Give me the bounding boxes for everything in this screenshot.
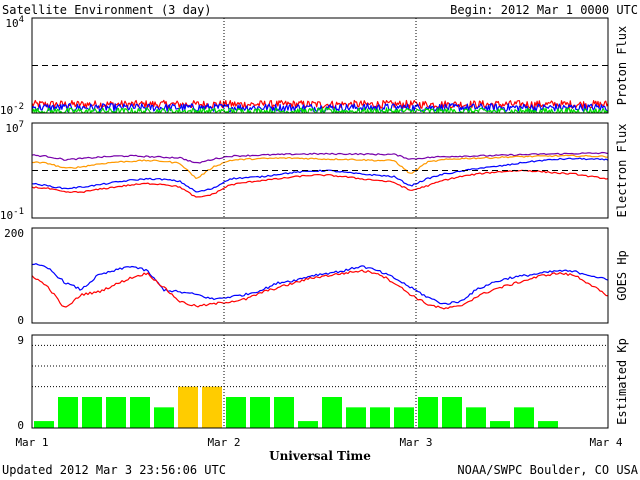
y-tick-label: 200 (4, 227, 24, 240)
series-line (32, 151, 608, 164)
series-line (32, 157, 608, 193)
y-tick-label: 107 (5, 120, 24, 135)
kp-bar (58, 397, 78, 428)
y-tick-label: 104 (5, 15, 24, 30)
kp-bar (298, 421, 318, 428)
kp-bar (538, 421, 558, 428)
panel-frame (31, 334, 609, 429)
y-axis-label: GOES Hp (615, 250, 629, 301)
y-tick-label: 0 (17, 419, 24, 432)
x-tick-label: Mar 2 (207, 436, 240, 449)
credit: NOAA/SWPC Boulder, CO USA (457, 463, 638, 477)
kp-bar (202, 386, 222, 428)
begin-time: Begin: 2012 Mar 1 0000 UTC (450, 3, 638, 17)
kp-bar (466, 407, 486, 428)
y-tick-label: 9 (17, 334, 24, 347)
y-axis-label: Proton Flux (615, 26, 629, 105)
kp-bar (514, 407, 534, 428)
panel-frame (31, 227, 609, 324)
proton-flux-panel: 104 10-2 Proton Flux (0, 15, 629, 117)
kp-bar (250, 397, 270, 428)
electron-flux-panel: 107 10-1 Electron Flux (0, 120, 629, 222)
kp-bar (418, 397, 438, 428)
kp-bar (130, 397, 150, 428)
x-tick-label: Mar 4 (589, 436, 622, 449)
series-line (32, 99, 608, 109)
plot-area (34, 386, 558, 428)
plot-area (32, 151, 608, 198)
goes-hp-panel: 200 0 GOES Hp (4, 227, 629, 327)
series-line (32, 269, 608, 310)
panel-frame (31, 17, 609, 114)
x-axis-label: Universal Time (269, 449, 371, 463)
plot-area (32, 99, 608, 113)
kp-bar (154, 407, 174, 428)
kp-bar (34, 421, 54, 428)
x-tick-label: Mar 1 (15, 436, 48, 449)
y-tick-label: 10-1 (0, 207, 24, 222)
y-tick-label: 0 (17, 314, 24, 327)
kp-bar (346, 407, 366, 428)
kp-bar (178, 386, 198, 428)
y-tick-label: 10-2 (0, 102, 24, 117)
kp-bar (226, 397, 246, 428)
y-axis-label: Electron Flux (615, 124, 629, 218)
estimated-kp-panel: 9 0 Estimated Kp (17, 334, 629, 432)
kp-bar (394, 407, 414, 428)
kp-bar (274, 397, 294, 428)
kp-bar (82, 397, 102, 428)
series-line (32, 169, 608, 198)
kp-bar (106, 397, 126, 428)
kp-bar (322, 397, 342, 428)
chart-title: Satellite Environment (3 day) (2, 3, 212, 17)
kp-bar (490, 421, 510, 428)
series-line (32, 107, 608, 113)
panel-frame (31, 122, 609, 219)
kp-bar (442, 397, 462, 428)
plot-area (32, 263, 608, 310)
series-line (32, 263, 608, 305)
y-axis-label: Estimated Kp (615, 338, 629, 425)
x-tick-label: Mar 3 (399, 436, 432, 449)
kp-bar (370, 407, 390, 428)
series-line (32, 154, 608, 180)
updated-time: Updated 2012 Mar 3 23:56:06 UTC (2, 463, 226, 477)
